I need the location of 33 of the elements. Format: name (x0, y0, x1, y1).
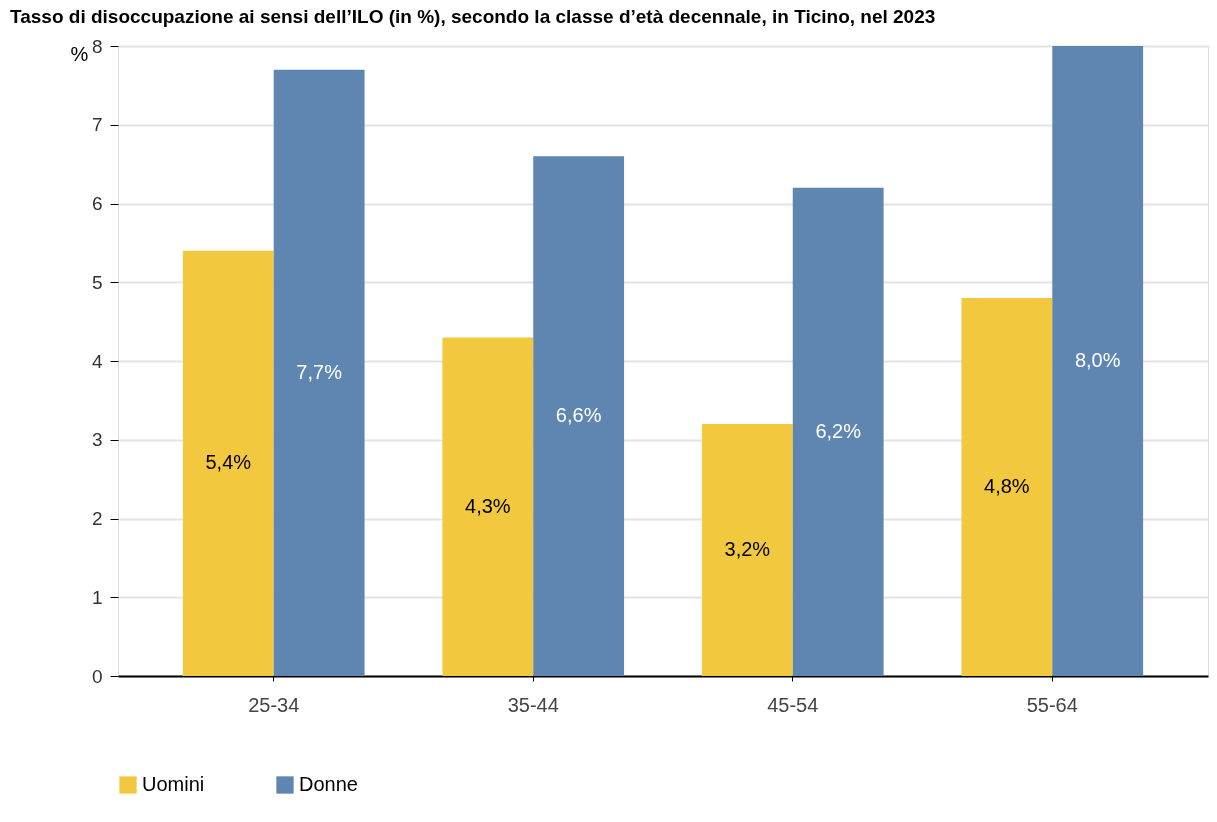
bar (533, 156, 625, 676)
chart-title: Tasso di disoccupazione ai sensi dell’ILO (in %), secondo la classe d’età decennale, in Ticino, nel 2023 (10, 6, 936, 27)
bar (442, 337, 534, 676)
x-tick-label: 25-34 (248, 693, 300, 716)
y-tick-label: 3 (91, 429, 103, 451)
data-label: 8,0% (1074, 349, 1121, 371)
data-label: 4,8% (984, 475, 1030, 497)
bar (701, 424, 793, 676)
y-tick-label: 2 (91, 508, 103, 529)
x-tick-label: 55-64 (1026, 693, 1078, 716)
y-tick-label: 5 (91, 271, 103, 293)
data-label: 3,2% (724, 538, 771, 560)
y-tick-label: 0 (91, 665, 103, 687)
legend-label: Donne (299, 773, 358, 795)
bar (1052, 46, 1144, 676)
data-label: 7,7% (296, 360, 343, 383)
legend-label: Uomini (142, 773, 205, 795)
bar (273, 69, 365, 676)
y-tick-label: 8 (91, 35, 103, 57)
bar (792, 187, 884, 676)
y-tick-label: 1 (91, 586, 103, 608)
data-label: 6,6% (555, 404, 602, 427)
x-tick-label: 35-44 (507, 693, 559, 716)
data-label: 6,2% (815, 419, 862, 442)
bar (182, 250, 274, 676)
data-label: 5,4% (205, 451, 252, 474)
y-tick-label: 4 (91, 350, 103, 372)
y-tick-label: 7 (91, 114, 103, 136)
x-tick-label: 45-54 (767, 693, 819, 716)
data-label: 4,3% (465, 494, 511, 517)
y-axis-title: % (70, 42, 89, 65)
bar (961, 298, 1053, 676)
y-tick-label: 6 (91, 193, 103, 214)
